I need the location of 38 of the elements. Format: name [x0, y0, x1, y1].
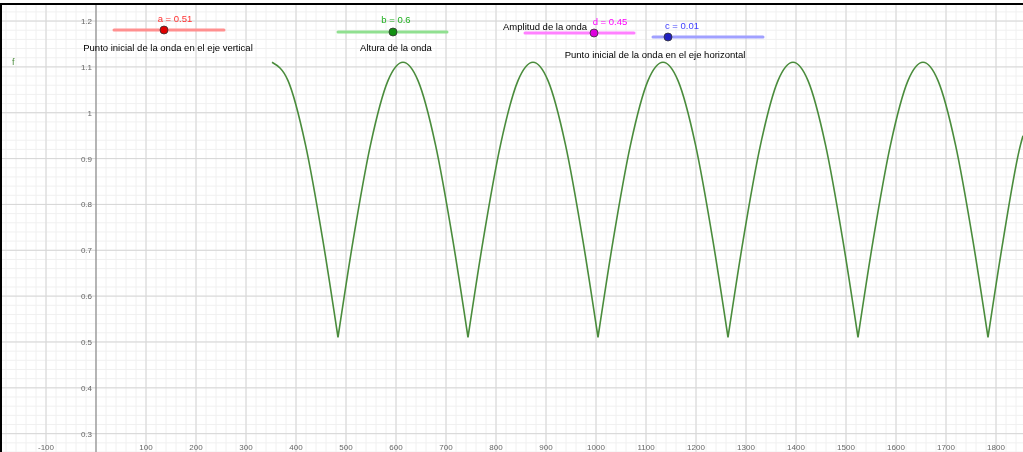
x-tick-label: 900	[539, 443, 554, 452]
y-tick-label: 1.1	[80, 62, 93, 72]
y-tick-label: 0.3	[80, 429, 93, 439]
x-tick-label: 700	[439, 443, 454, 452]
annotation: d = 0.45	[592, 16, 628, 27]
annotation: c = 0.01	[664, 20, 700, 31]
y-tick-label: 0.7	[80, 246, 93, 256]
annotation: Punto inicial de la onda en el eje horizontal	[564, 49, 746, 60]
x-tick-label: -100	[37, 443, 55, 452]
x-tick-label: 1300	[737, 443, 756, 452]
x-tick-label: 800	[489, 443, 504, 452]
x-tick-label: 600	[389, 443, 404, 452]
y-tick-label: 0.6	[80, 292, 93, 302]
x-tick-label: 200	[189, 443, 204, 452]
annotation: Altura de la onda	[360, 42, 433, 53]
y-tick-label: 1.2	[80, 17, 93, 27]
y-tick-label: 0.8	[80, 200, 93, 210]
x-tick-label: 1800	[987, 443, 1006, 452]
x-tick-label: 1000	[587, 443, 606, 452]
x-tick-label: 1200	[687, 443, 706, 452]
x-tick-label: 1500	[837, 443, 856, 452]
x-tick-label: 300	[239, 443, 254, 452]
y-tick-label: 0.4	[80, 383, 93, 393]
x-tick-label: 100	[139, 443, 154, 452]
annotation: Amplitud de la onda	[503, 21, 588, 32]
y-tick-label: 1	[87, 108, 93, 118]
x-tick-label: 400	[289, 443, 304, 452]
y-tick-label: 0.9	[80, 154, 93, 164]
x-tick-label: 1100	[637, 443, 656, 452]
text: f	[12, 57, 15, 68]
x-tick-label: 1700	[937, 443, 956, 452]
x-tick-label: 500	[339, 443, 354, 452]
y-tick-label: 0.5	[80, 337, 93, 347]
annotation: a = 0.51	[157, 13, 193, 24]
x-tick-label: 1400	[787, 443, 806, 452]
annotation: Punto inicial de la onda en el eje vertical	[83, 42, 253, 53]
annotation: b = 0.6	[381, 14, 411, 25]
x-tick-label: 1600	[887, 443, 906, 452]
